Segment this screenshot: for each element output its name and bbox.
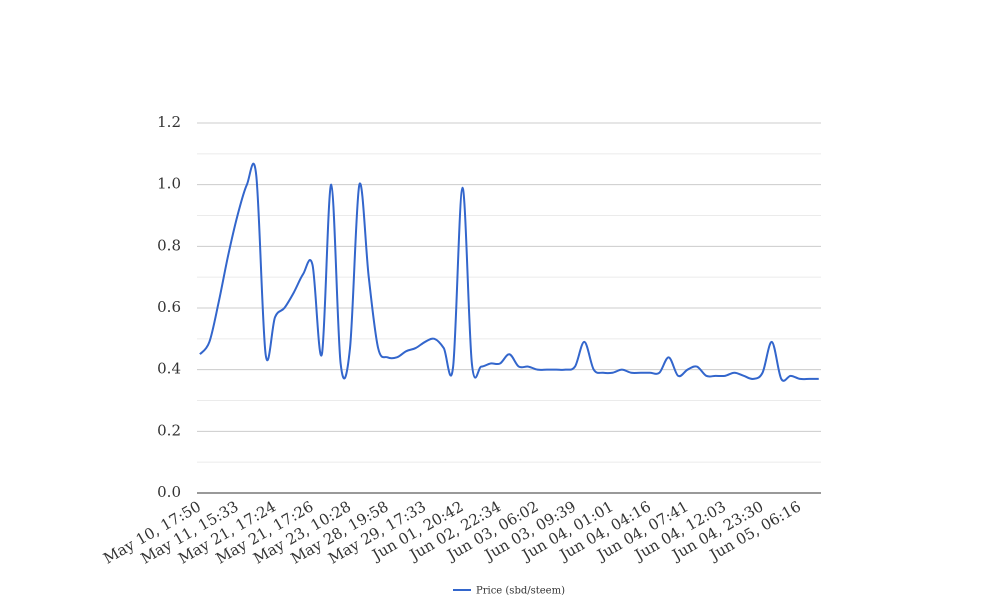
legend-label: Price (sbd/steem) [476,586,565,597]
y-tick-label: 0.0 [157,483,181,501]
y-tick-label: 1.0 [157,175,181,193]
y-tick-label: 0.2 [157,421,181,439]
y-tick-label: 0.6 [157,298,181,316]
y-tick-label: 1.2 [157,113,181,131]
y-tick-label: 0.4 [157,360,181,378]
y-tick-label: 0.8 [157,236,181,254]
price-line [199,162,819,382]
